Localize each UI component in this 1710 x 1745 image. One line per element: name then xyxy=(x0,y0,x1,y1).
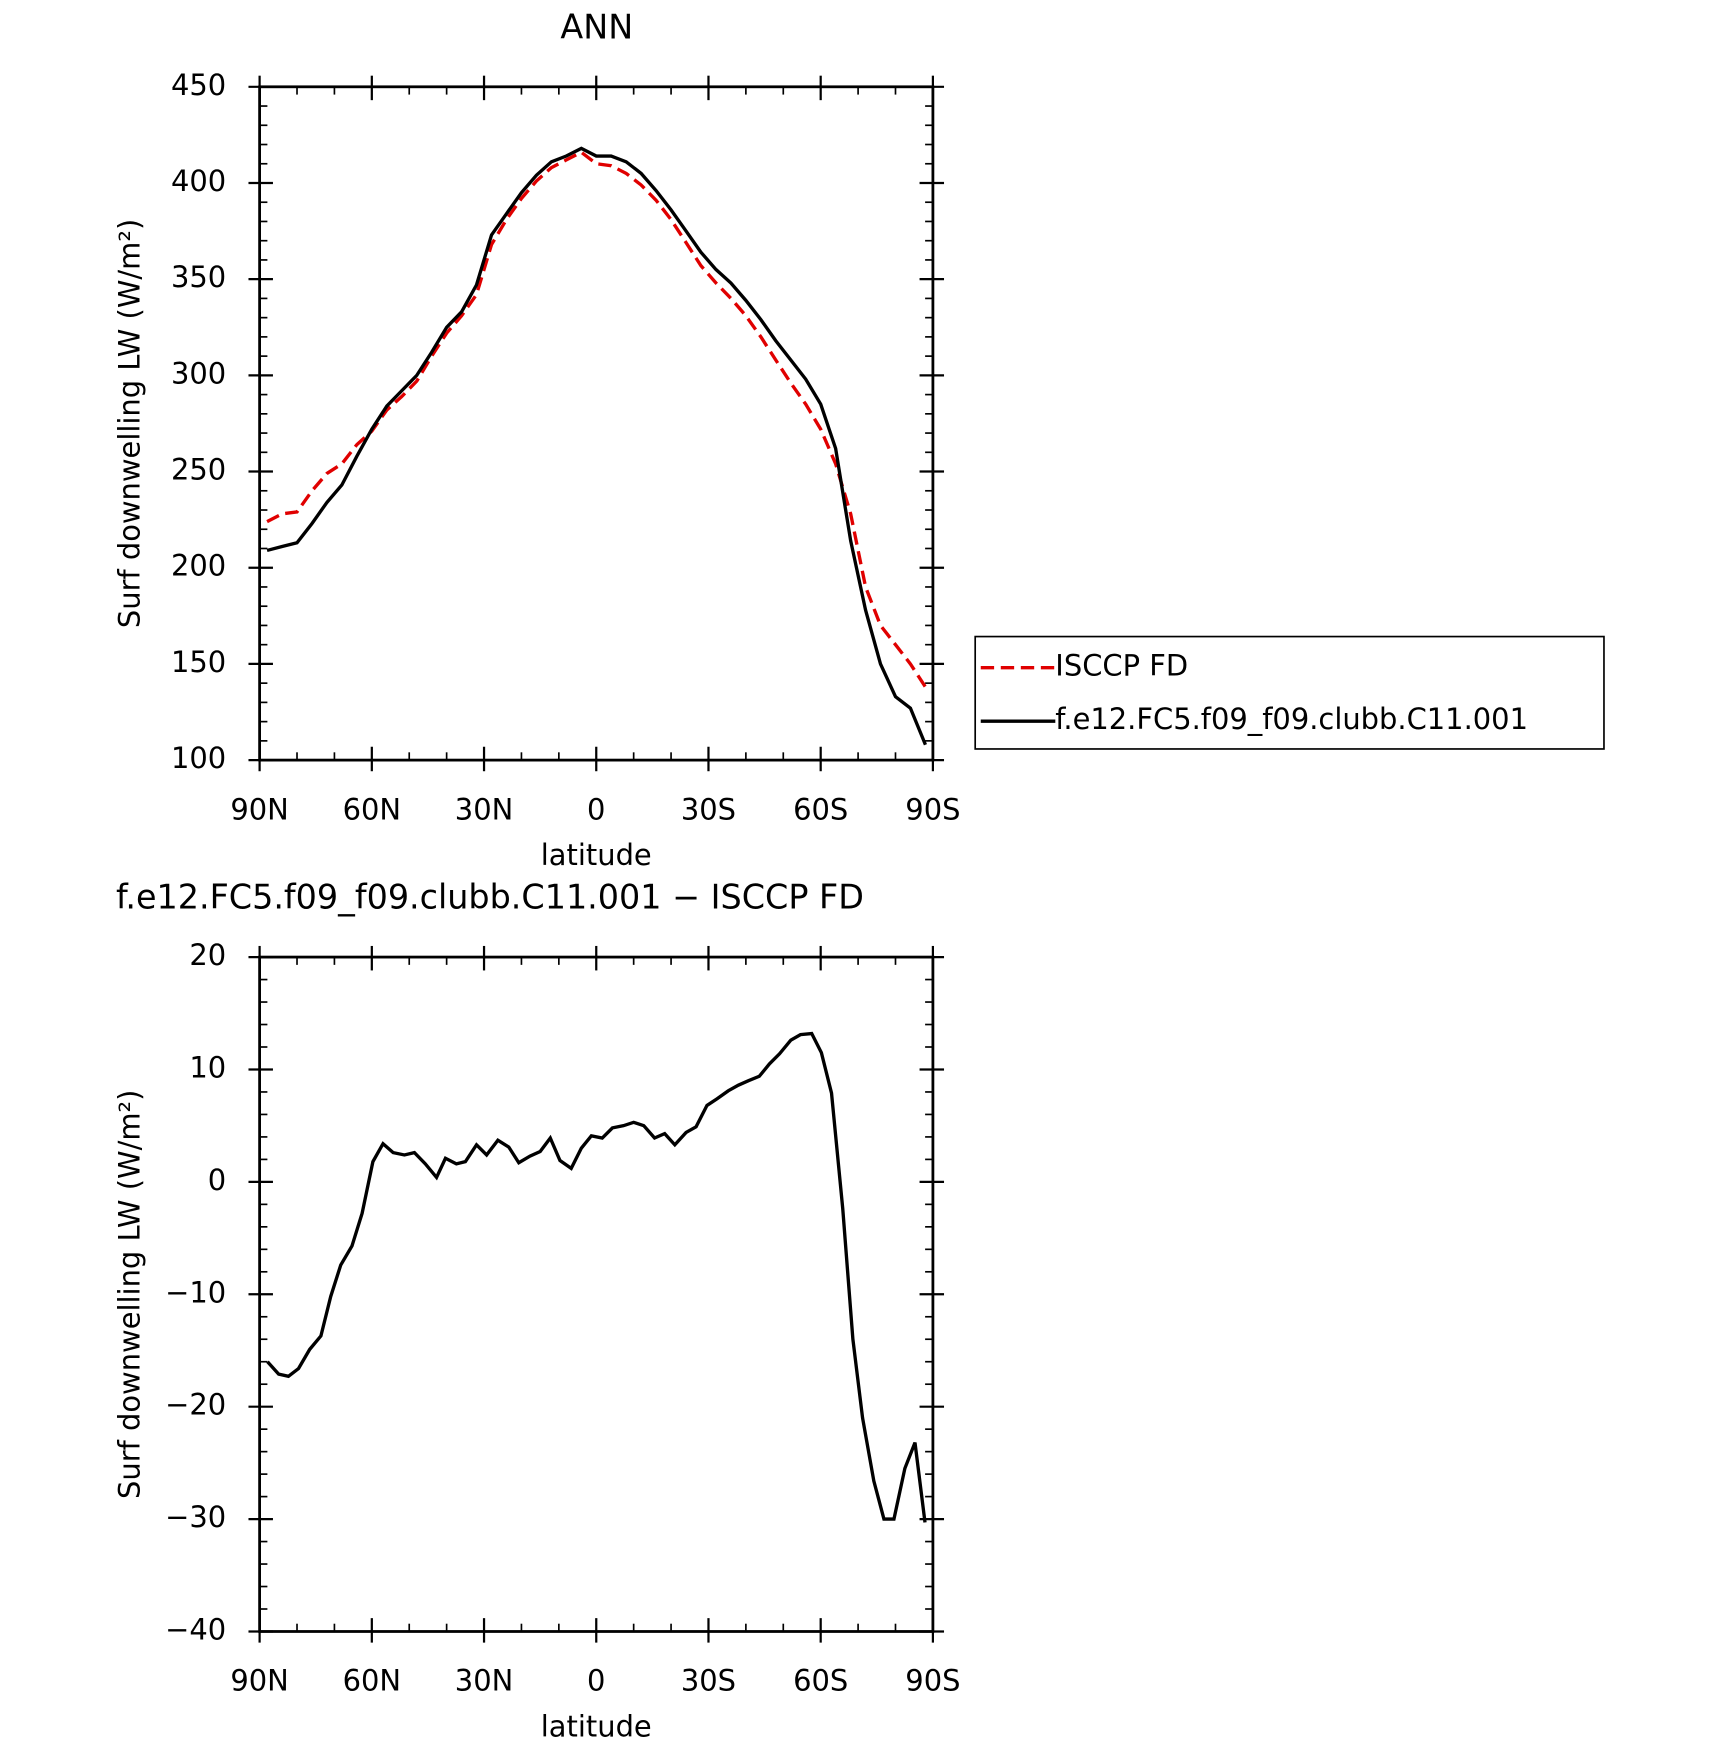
legend-label: f.e12.FC5.f09_f09.clubb.C11.001 xyxy=(1055,702,1528,736)
y-tick-label: −10 xyxy=(165,1275,226,1309)
x-tick-label: 0 xyxy=(587,1664,605,1698)
x-tick-label: 60N xyxy=(343,1664,401,1698)
x-tick-label: 90S xyxy=(905,792,960,826)
y-tick-label: −20 xyxy=(165,1388,226,1422)
y-tick-label: 450 xyxy=(171,68,226,102)
y-tick-label: 100 xyxy=(171,741,226,775)
legend-box xyxy=(974,635,1605,750)
data-line xyxy=(266,1031,927,1523)
x-tick-label: 60N xyxy=(343,792,401,826)
x-tick-label: 30S xyxy=(681,792,736,826)
y-tick-label: 150 xyxy=(171,645,226,679)
y-axis-label: Surf downwelling LW (W/m²) xyxy=(113,219,147,628)
x-tick-label: 60S xyxy=(793,792,848,826)
y-tick-label: 200 xyxy=(171,549,226,583)
y-tick-label: 250 xyxy=(171,453,226,487)
data-line xyxy=(266,146,927,746)
x-tick-label: 30N xyxy=(455,1664,513,1698)
plot-frame xyxy=(258,85,935,762)
x-tick-label: 30S xyxy=(681,1664,736,1698)
y-axis-label: Surf downwelling LW (W/m²) xyxy=(113,1090,147,1499)
x-axis-label: latitude xyxy=(541,838,652,872)
chart-title: f.e12.FC5.f09_f09.clubb.C11.001 − ISCCP … xyxy=(116,878,864,917)
x-tick-label: 0 xyxy=(587,792,605,826)
y-tick-label: 300 xyxy=(171,356,226,390)
x-tick-label: 90N xyxy=(230,1664,288,1698)
x-tick-label: 30N xyxy=(455,792,513,826)
legend-label: ISCCP FD xyxy=(1055,649,1188,683)
y-tick-label: 20 xyxy=(189,938,226,972)
chart-title: ANN xyxy=(560,7,633,46)
y-tick-label: 10 xyxy=(189,1050,226,1084)
y-tick-label: −30 xyxy=(165,1500,226,1534)
x-tick-label: 90S xyxy=(905,1664,960,1698)
y-tick-label: −40 xyxy=(165,1612,226,1646)
y-tick-label: 400 xyxy=(171,164,226,198)
y-tick-label: 350 xyxy=(171,260,226,294)
y-tick-label: 0 xyxy=(208,1163,226,1197)
plot-frame xyxy=(258,955,935,1633)
x-axis-label: latitude xyxy=(541,1709,652,1743)
x-tick-label: 90N xyxy=(230,792,288,826)
x-tick-label: 60S xyxy=(793,1664,848,1698)
